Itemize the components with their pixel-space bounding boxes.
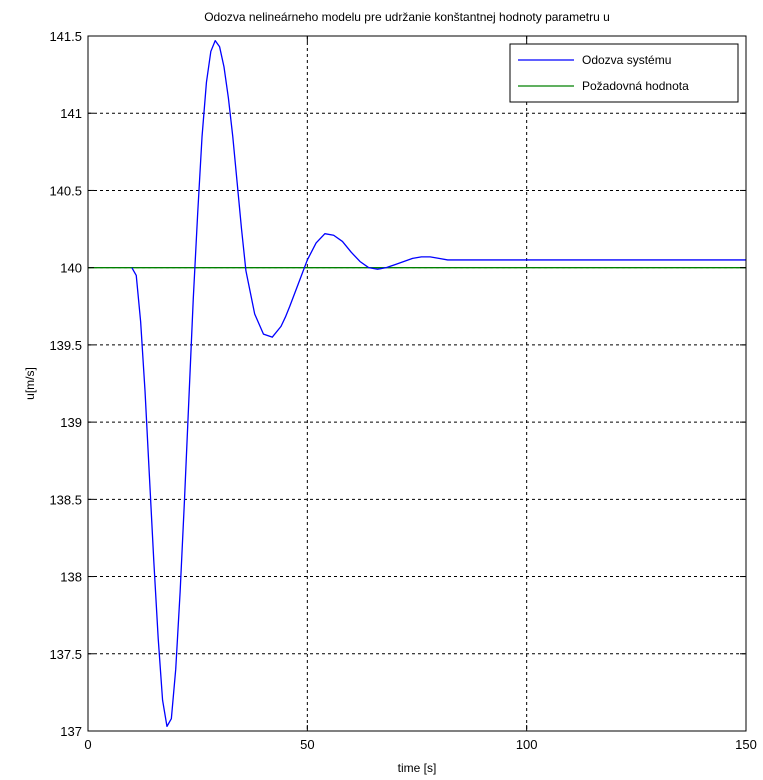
axes-border [87, 35, 747, 732]
x-axis-label: time [s] [398, 761, 437, 775]
series-line-odozva-systemu [131, 39, 746, 728]
x-tick-label: 150 [735, 737, 757, 752]
x-tick-label: 0 [84, 737, 91, 752]
y-tick-label: 140.5 [49, 183, 82, 198]
series-lines [88, 39, 746, 728]
y-axis-label: u[m/s] [23, 367, 37, 400]
y-tick-label: 139.5 [49, 338, 82, 353]
axes-background [88, 36, 746, 731]
x-tick-label: 100 [516, 737, 538, 752]
y-tick-label: 140 [60, 261, 82, 276]
plot-area: 0 50 100 150 137 137.5 138 138.5 139 139.5 140 140.… [49, 29, 756, 752]
y-tick-label: 141 [60, 106, 82, 121]
y-tick-label: 138.5 [49, 492, 82, 507]
grid-lines [88, 36, 746, 731]
x-tick-label: 50 [300, 737, 314, 752]
y-tick-label: 137.5 [49, 647, 82, 662]
y-tick-label: 141.5 [49, 29, 82, 44]
legend: Odozva systému Požadovná hodnota [509, 43, 739, 103]
chart-title: Odozva nelineárneho modelu pre udržanie … [204, 10, 610, 24]
axis-ticks: 0 50 100 150 137 137.5 138 138.5 139 139.5 140 140.… [49, 29, 756, 752]
y-tick-label: 138 [60, 570, 82, 585]
legend-label-odozva-systemu: Odozva systému [582, 53, 671, 67]
y-tick-label: 139 [60, 415, 82, 430]
y-tick-label: 137 [60, 724, 82, 739]
legend-box [509, 43, 739, 103]
legend-label-pozadovna-hodnota: Požadovná hodnota [582, 79, 689, 93]
